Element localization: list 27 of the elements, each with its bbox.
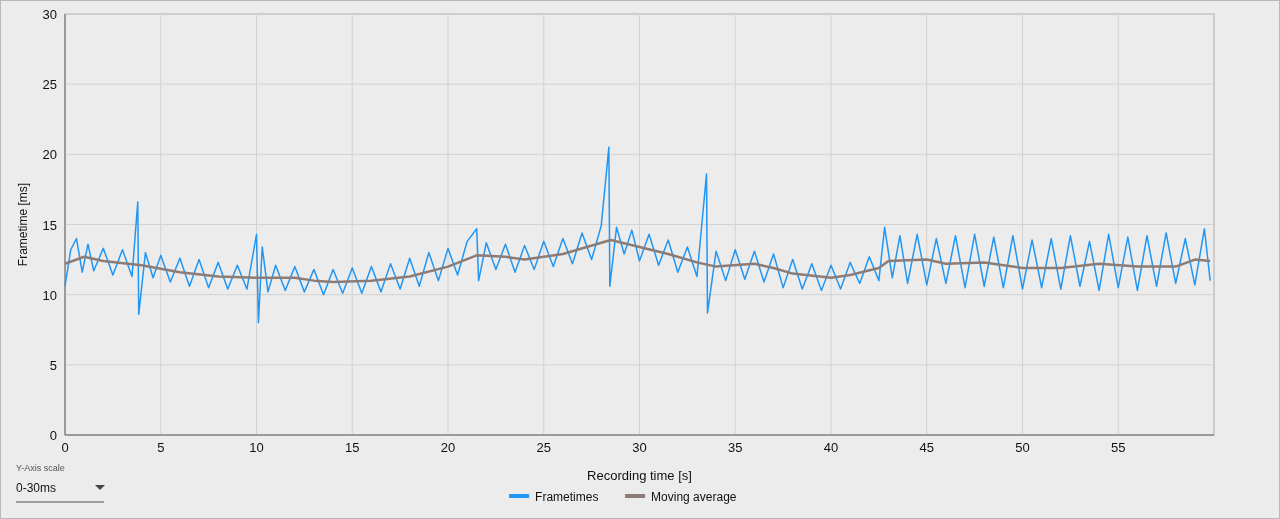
x-tick-label: 55 xyxy=(1111,440,1126,455)
x-tick-label: 20 xyxy=(440,440,456,455)
x-tick-label: 5 xyxy=(157,440,165,455)
x-tick-label: 50 xyxy=(1015,440,1030,455)
y-tick-label: 15 xyxy=(42,217,57,233)
x-tick-label: 10 xyxy=(249,440,264,455)
x-tick-label: 0 xyxy=(61,440,69,455)
line-series xyxy=(64,146,1211,324)
y-tick-label: 10 xyxy=(42,287,57,303)
x-tick-label: 35 xyxy=(728,440,743,455)
y-tick-label: 30 xyxy=(42,7,57,22)
x-axis-title: Recording time [s] xyxy=(587,468,692,483)
x-tick-label: 15 xyxy=(345,440,360,455)
y-tick-label: 20 xyxy=(42,147,57,163)
y-tick-label: 0 xyxy=(49,428,57,443)
legend-label: Frametimes xyxy=(535,490,599,504)
x-tick-label: 30 xyxy=(632,440,647,455)
text: 0-30ms xyxy=(16,481,57,495)
legend-label: Moving average xyxy=(651,490,737,504)
x-tick-label: 45 xyxy=(919,440,934,455)
y-axis-title: Frametime [ms] xyxy=(16,182,30,267)
y-tick-label: 25 xyxy=(42,77,57,93)
text: Y-Axis scale xyxy=(16,463,65,473)
line-series xyxy=(63,238,1212,284)
x-tick-label: 25 xyxy=(536,440,551,455)
x-tick-label: 40 xyxy=(823,440,839,455)
y-tick-label: 5 xyxy=(49,357,57,373)
